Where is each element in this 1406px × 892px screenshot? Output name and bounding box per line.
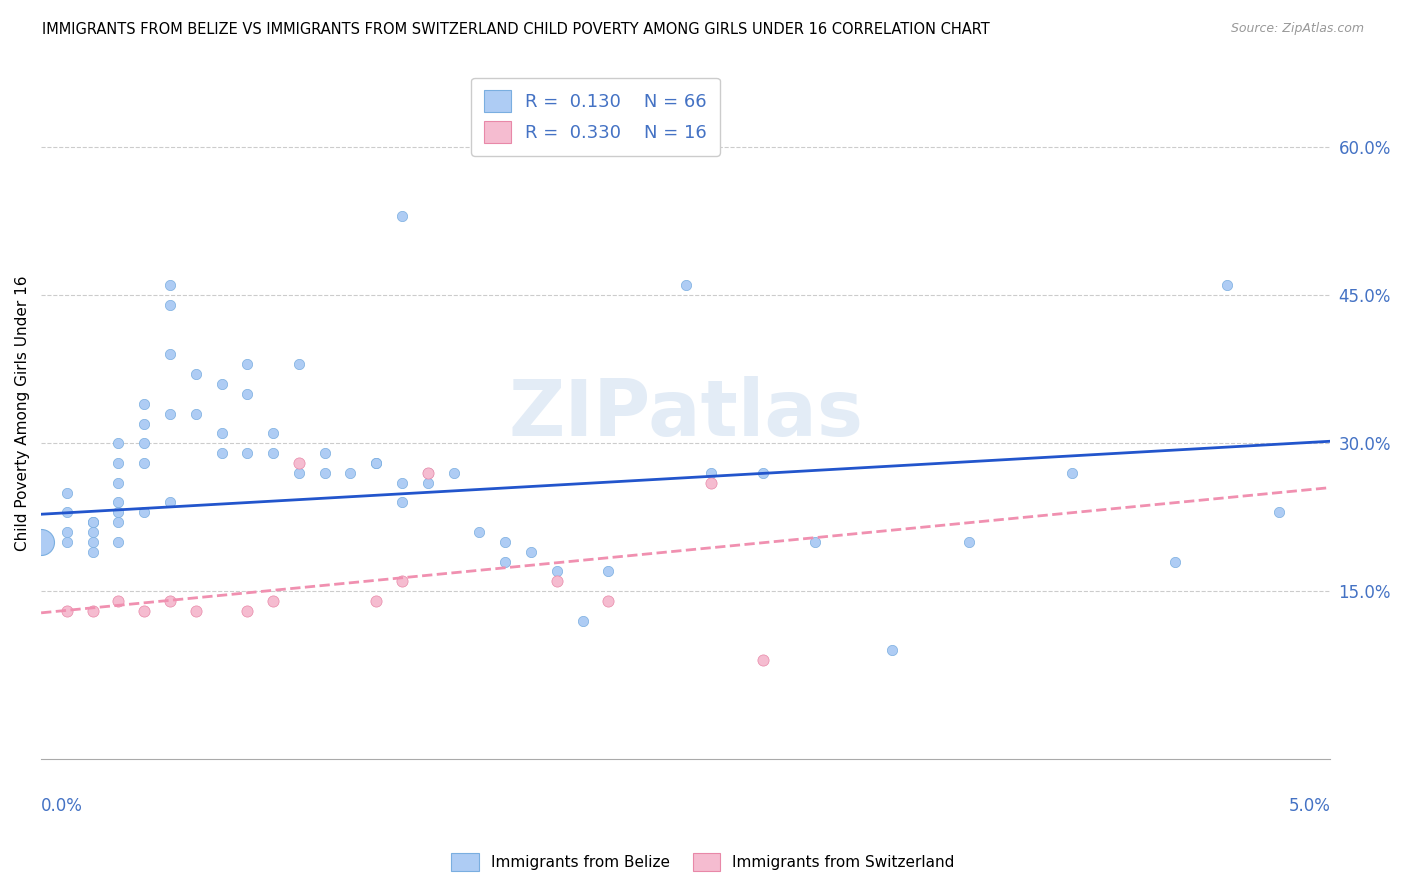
Text: Source: ZipAtlas.com: Source: ZipAtlas.com <box>1230 22 1364 36</box>
Point <box>675 278 697 293</box>
Point <box>700 475 723 490</box>
Point <box>184 407 207 421</box>
Point <box>159 278 181 293</box>
Point <box>262 446 284 460</box>
Point <box>56 534 79 549</box>
Point <box>184 604 207 618</box>
Point <box>366 456 388 470</box>
Point <box>391 210 413 224</box>
Point <box>494 534 516 549</box>
Point <box>1216 278 1239 293</box>
Point <box>82 515 104 529</box>
Point <box>107 534 129 549</box>
Point <box>211 446 233 460</box>
Point <box>416 475 439 490</box>
Point <box>391 475 413 490</box>
Point <box>700 466 723 480</box>
Point <box>107 505 129 519</box>
Point <box>752 466 775 480</box>
Text: ZIPatlas: ZIPatlas <box>508 376 863 451</box>
Point <box>416 466 439 480</box>
Point <box>262 426 284 441</box>
Point <box>339 466 361 480</box>
Point <box>803 534 825 549</box>
Point <box>391 495 413 509</box>
Point <box>134 604 156 618</box>
Point <box>82 534 104 549</box>
Point <box>957 534 980 549</box>
Point <box>314 466 336 480</box>
Point <box>366 456 388 470</box>
Y-axis label: Child Poverty Among Girls Under 16: Child Poverty Among Girls Under 16 <box>15 276 30 551</box>
Point <box>520 545 543 559</box>
Point <box>159 298 181 312</box>
Point <box>159 594 181 608</box>
Point <box>159 407 181 421</box>
Point <box>546 565 568 579</box>
Point <box>30 534 52 549</box>
Point <box>468 524 491 539</box>
Legend: Immigrants from Belize, Immigrants from Switzerland: Immigrants from Belize, Immigrants from … <box>446 847 960 877</box>
Point <box>571 614 593 628</box>
Point <box>1267 505 1289 519</box>
Point <box>598 565 620 579</box>
Point <box>134 456 156 470</box>
Point <box>107 456 129 470</box>
Point <box>107 515 129 529</box>
Point <box>236 387 259 401</box>
Point <box>107 495 129 509</box>
Legend: R =  0.130    N = 66, R =  0.330    N = 16: R = 0.130 N = 66, R = 0.330 N = 16 <box>471 78 720 156</box>
Text: 0.0%: 0.0% <box>41 797 83 814</box>
Point <box>107 475 129 490</box>
Point <box>134 436 156 450</box>
Point <box>236 604 259 618</box>
Point <box>1164 555 1187 569</box>
Point <box>159 495 181 509</box>
Point <box>56 505 79 519</box>
Point <box>752 653 775 667</box>
Point <box>494 555 516 569</box>
Point <box>56 524 79 539</box>
Point <box>82 524 104 539</box>
Text: IMMIGRANTS FROM BELIZE VS IMMIGRANTS FROM SWITZERLAND CHILD POVERTY AMONG GIRLS : IMMIGRANTS FROM BELIZE VS IMMIGRANTS FRO… <box>42 22 990 37</box>
Point <box>443 466 465 480</box>
Point <box>366 594 388 608</box>
Point <box>159 347 181 361</box>
Point <box>56 485 79 500</box>
Point <box>1062 466 1084 480</box>
Point <box>391 574 413 589</box>
Point <box>184 368 207 382</box>
Point <box>880 643 903 657</box>
Point <box>82 604 104 618</box>
Point <box>236 357 259 371</box>
Point <box>546 574 568 589</box>
Point <box>134 397 156 411</box>
Point <box>107 436 129 450</box>
Point <box>314 446 336 460</box>
Point <box>262 594 284 608</box>
Point <box>416 466 439 480</box>
Point <box>236 446 259 460</box>
Point <box>288 466 311 480</box>
Point <box>107 594 129 608</box>
Point <box>598 594 620 608</box>
Point <box>211 426 233 441</box>
Point <box>82 515 104 529</box>
Point <box>134 417 156 431</box>
Text: 5.0%: 5.0% <box>1288 797 1330 814</box>
Point <box>288 357 311 371</box>
Point <box>134 505 156 519</box>
Point <box>211 377 233 392</box>
Point <box>288 456 311 470</box>
Point <box>56 604 79 618</box>
Point <box>82 545 104 559</box>
